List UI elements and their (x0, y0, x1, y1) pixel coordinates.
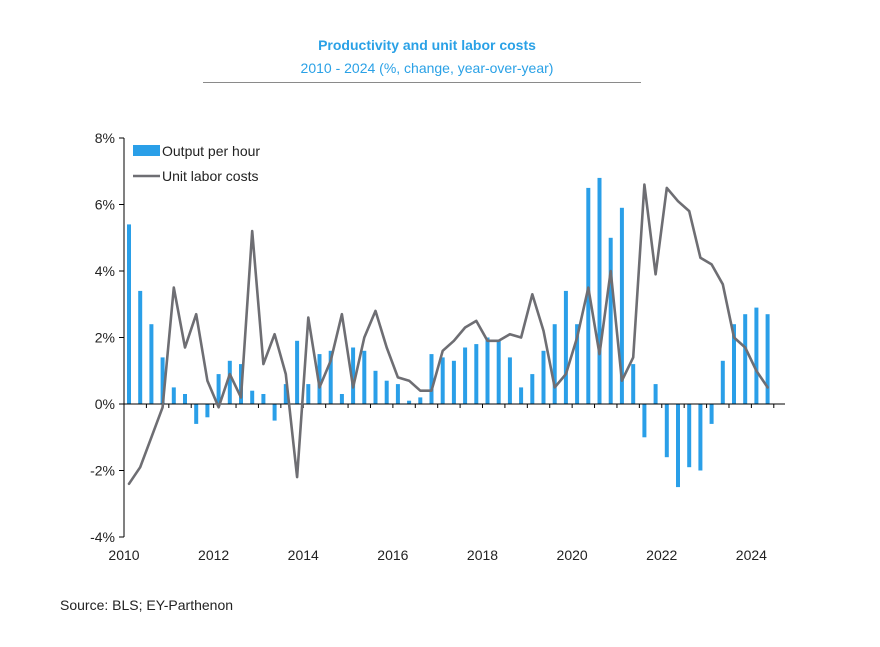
bar-output-per-hour (216, 374, 221, 404)
bar-output-per-hour (743, 314, 748, 404)
bar-output-per-hour (642, 404, 647, 438)
y-tick-label: 6% (95, 197, 115, 213)
line-unit-labor-costs (127, 183, 769, 486)
bar-output-per-hour (261, 394, 266, 404)
bar-output-per-hour (541, 350, 546, 404)
bar-output-per-hour (709, 404, 714, 424)
line-layer (127, 183, 769, 486)
bar-output-per-hour (664, 404, 669, 458)
bar-output-per-hour (149, 324, 154, 404)
bar-output-per-hour (496, 340, 501, 404)
bar-output-per-hour (463, 347, 468, 404)
bar-output-per-hour (395, 384, 400, 404)
bar-output-per-hour (160, 357, 165, 404)
bar-output-per-hour (754, 307, 759, 404)
bar-output-per-hour (765, 314, 770, 404)
bar-output-per-hour (283, 384, 288, 404)
bar-output-per-hour (619, 207, 624, 404)
legend: Output per hour Unit labor costs (133, 143, 260, 184)
bar-output-per-hour (597, 177, 602, 404)
bar-output-per-hour (317, 354, 322, 404)
bar-output-per-hour (575, 324, 580, 404)
x-tick-label: 2024 (736, 547, 767, 563)
bar-output-per-hour (227, 360, 232, 404)
bar-output-per-hour (138, 290, 143, 404)
bar-output-per-hour (485, 337, 490, 404)
bar-output-per-hour (171, 387, 176, 404)
bar-output-per-hour (687, 404, 692, 468)
bar-output-per-hour (250, 390, 255, 404)
bar-output-per-hour (563, 290, 568, 404)
bar-output-per-hour (407, 400, 412, 404)
bar-output-per-hour (351, 347, 356, 404)
y-tick-label: 8% (95, 130, 115, 146)
x-tick-label: 2016 (377, 547, 408, 563)
bar-output-per-hour (183, 394, 187, 404)
x-tick-label: 2012 (198, 547, 229, 563)
bar-output-per-hour (362, 350, 367, 404)
bar-output-per-hour (384, 380, 389, 404)
x-tick-label: 2018 (467, 547, 498, 563)
title-divider (203, 82, 641, 83)
y-tick-label: 4% (95, 263, 115, 279)
bar-output-per-hour (451, 360, 456, 404)
x-tick-label: 2010 (108, 547, 139, 563)
bars-layer (127, 177, 770, 488)
x-tick-label: 2022 (646, 547, 677, 563)
bar-output-per-hour (339, 394, 344, 404)
chart-subtitle: 2010 - 2024 (%, change, year-over-year) (300, 60, 554, 76)
bar-output-per-hour (720, 360, 725, 404)
bar-output-per-hour (586, 187, 591, 404)
x-tick-label: 2014 (288, 547, 319, 563)
y-tick-label: -4% (90, 529, 115, 545)
bar-output-per-hour (194, 404, 199, 424)
bar-output-per-hour (732, 324, 736, 404)
bar-output-per-hour (328, 350, 333, 404)
legend-label-output-per-hour: Output per hour (162, 143, 260, 159)
legend-label-unit-labor-costs: Unit labor costs (162, 168, 258, 184)
bar-output-per-hour (272, 404, 277, 421)
bar-output-per-hour (698, 404, 703, 471)
bar-output-per-hour (373, 370, 378, 405)
bar-output-per-hour (474, 344, 479, 404)
bar-output-per-hour (306, 384, 311, 404)
bar-output-per-hour (631, 364, 636, 404)
chart-title: Productivity and unit labor costs (318, 37, 536, 53)
bar-output-per-hour (205, 404, 210, 418)
x-tick-label: 2020 (557, 547, 588, 563)
bar-output-per-hour (519, 387, 524, 404)
bar-output-per-hour (676, 404, 680, 488)
bar-output-per-hour (418, 397, 423, 404)
chart-canvas: -4% -2% 0% 2% 4% 6% 8% 2010 2012 2014 2016 2018 2020… (90, 130, 785, 563)
bar-output-per-hour (608, 237, 613, 405)
bar-output-per-hour (530, 374, 535, 404)
axes: -4% -2% 0% 2% 4% 6% 8% 2010 2012 2014 2016 2018 2020… (90, 130, 785, 563)
y-tick-label: -2% (90, 463, 115, 479)
y-tick-label: 0% (95, 396, 115, 412)
bar-output-per-hour (507, 357, 512, 404)
bar-output-per-hour (295, 340, 300, 404)
source-note: Source: BLS; EY-Parthenon (60, 597, 234, 613)
bar-output-per-hour (552, 324, 557, 404)
y-tick-label: 2% (95, 330, 115, 346)
bar-output-per-hour (440, 357, 445, 404)
legend-swatch-output-per-hour (133, 145, 160, 156)
bar-output-per-hour (653, 384, 658, 404)
bar-output-per-hour (429, 354, 434, 404)
bar-output-per-hour (127, 224, 131, 404)
